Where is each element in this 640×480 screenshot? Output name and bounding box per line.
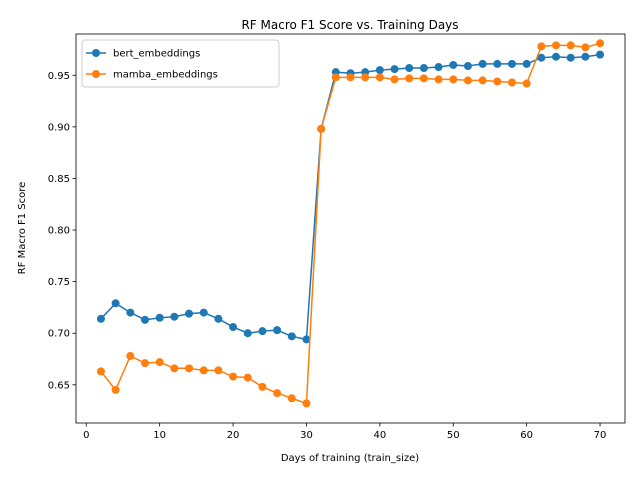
data-point-bert_embeddings <box>522 59 531 68</box>
data-point-bert_embeddings <box>478 59 487 68</box>
data-point-mamba_embeddings <box>111 385 120 394</box>
x-axis: 0 10 20 30 40 50 60 70 <box>83 423 606 441</box>
data-point-bert_embeddings <box>596 50 605 59</box>
data-point-bert_embeddings <box>581 52 590 61</box>
data-point-bert_embeddings <box>463 61 472 70</box>
data-point-mamba_embeddings <box>566 41 575 50</box>
y-axis: 0.65 0.70 0.75 0.80 0.85 0.90 0.95 <box>48 71 76 391</box>
x-tick-label: 70 <box>594 430 607 441</box>
data-point-bert_embeddings <box>552 52 561 61</box>
legend-marker-bert_embeddings <box>92 49 100 57</box>
x-axis-label: Days of training (train_size) <box>281 453 419 464</box>
data-point-mamba_embeddings <box>346 73 355 82</box>
y-tick-label: 0.80 <box>48 226 70 237</box>
data-point-bert_embeddings <box>96 314 105 323</box>
data-point-bert_embeddings <box>111 299 120 308</box>
chart-title: RF Macro F1 Score vs. Training Days <box>241 18 458 32</box>
data-point-mamba_embeddings <box>390 75 399 84</box>
y-tick-label: 0.85 <box>48 174 70 185</box>
data-point-mamba_embeddings <box>507 78 516 87</box>
data-point-mamba_embeddings <box>552 41 561 50</box>
data-point-bert_embeddings <box>419 64 428 73</box>
plot-area <box>96 39 605 408</box>
data-point-bert_embeddings <box>229 323 238 332</box>
data-point-mamba_embeddings <box>493 77 502 86</box>
data-point-bert_embeddings <box>214 314 223 323</box>
x-tick-label: 30 <box>300 430 313 441</box>
x-tick-label: 50 <box>447 430 460 441</box>
axes-frame <box>75 33 626 424</box>
legend: bert_embeddings mamba_embeddings <box>81 39 280 88</box>
data-point-mamba_embeddings <box>375 73 384 82</box>
legend-marker-mamba_embeddings <box>92 70 100 78</box>
data-point-bert_embeddings <box>170 312 179 321</box>
y-tick-label: 0.75 <box>48 277 70 288</box>
y-tick-label: 0.95 <box>48 71 70 82</box>
data-point-bert_embeddings <box>155 313 164 322</box>
data-point-bert_embeddings <box>258 327 267 336</box>
data-point-bert_embeddings <box>199 308 208 317</box>
x-tick-label: 0 <box>83 430 89 441</box>
data-point-bert_embeddings <box>287 332 296 341</box>
data-point-mamba_embeddings <box>170 364 179 373</box>
data-point-mamba_embeddings <box>596 39 605 48</box>
data-point-bert_embeddings <box>140 315 149 324</box>
y-tick-label: 0.90 <box>48 122 70 133</box>
data-point-mamba_embeddings <box>155 358 164 367</box>
data-point-mamba_embeddings <box>243 373 252 382</box>
data-point-mamba_embeddings <box>140 359 149 368</box>
data-point-mamba_embeddings <box>419 74 428 83</box>
data-point-mamba_embeddings <box>581 43 590 52</box>
data-point-mamba_embeddings <box>273 389 282 398</box>
x-tick-label: 20 <box>227 430 240 441</box>
data-point-bert_embeddings <box>390 65 399 74</box>
x-tick-label: 60 <box>520 430 533 441</box>
data-point-mamba_embeddings <box>434 75 443 84</box>
data-point-mamba_embeddings <box>317 124 326 133</box>
data-point-mamba_embeddings <box>214 366 223 375</box>
data-point-bert_embeddings <box>537 53 546 62</box>
data-point-bert_embeddings <box>507 59 516 68</box>
data-point-mamba_embeddings <box>331 73 340 82</box>
data-point-bert_embeddings <box>126 308 135 317</box>
data-point-bert_embeddings <box>185 309 194 318</box>
data-point-mamba_embeddings <box>287 394 296 403</box>
x-tick-label: 10 <box>153 430 166 441</box>
data-point-mamba_embeddings <box>258 382 267 391</box>
data-point-bert_embeddings <box>302 335 311 344</box>
data-point-bert_embeddings <box>273 326 282 335</box>
data-point-mamba_embeddings <box>199 366 208 375</box>
data-point-mamba_embeddings <box>126 351 135 360</box>
data-point-mamba_embeddings <box>302 399 311 408</box>
data-point-mamba_embeddings <box>449 75 458 84</box>
y-tick-label: 0.65 <box>48 380 70 391</box>
data-point-bert_embeddings <box>405 64 414 73</box>
x-tick-label: 40 <box>373 430 386 441</box>
data-point-bert_embeddings <box>243 329 252 338</box>
legend-box <box>81 39 280 88</box>
data-point-bert_embeddings <box>449 60 458 69</box>
data-point-mamba_embeddings <box>229 372 238 381</box>
legend-label-bert_embeddings: bert_embeddings <box>113 49 200 60</box>
data-point-mamba_embeddings <box>185 364 194 373</box>
data-point-mamba_embeddings <box>96 367 105 376</box>
data-point-bert_embeddings <box>434 63 443 72</box>
data-point-mamba_embeddings <box>478 76 487 85</box>
y-axis-label: RF Macro F1 Score <box>17 182 28 275</box>
legend-label-mamba_embeddings: mamba_embeddings <box>113 70 218 81</box>
data-point-mamba_embeddings <box>522 79 531 88</box>
data-point-bert_embeddings <box>493 59 502 68</box>
y-tick-label: 0.70 <box>48 329 70 340</box>
data-point-mamba_embeddings <box>463 76 472 85</box>
data-point-bert_embeddings <box>566 53 575 62</box>
data-point-mamba_embeddings <box>405 74 414 83</box>
data-point-mamba_embeddings <box>537 42 546 51</box>
data-point-mamba_embeddings <box>361 73 370 82</box>
data-point-bert_embeddings <box>375 66 384 75</box>
